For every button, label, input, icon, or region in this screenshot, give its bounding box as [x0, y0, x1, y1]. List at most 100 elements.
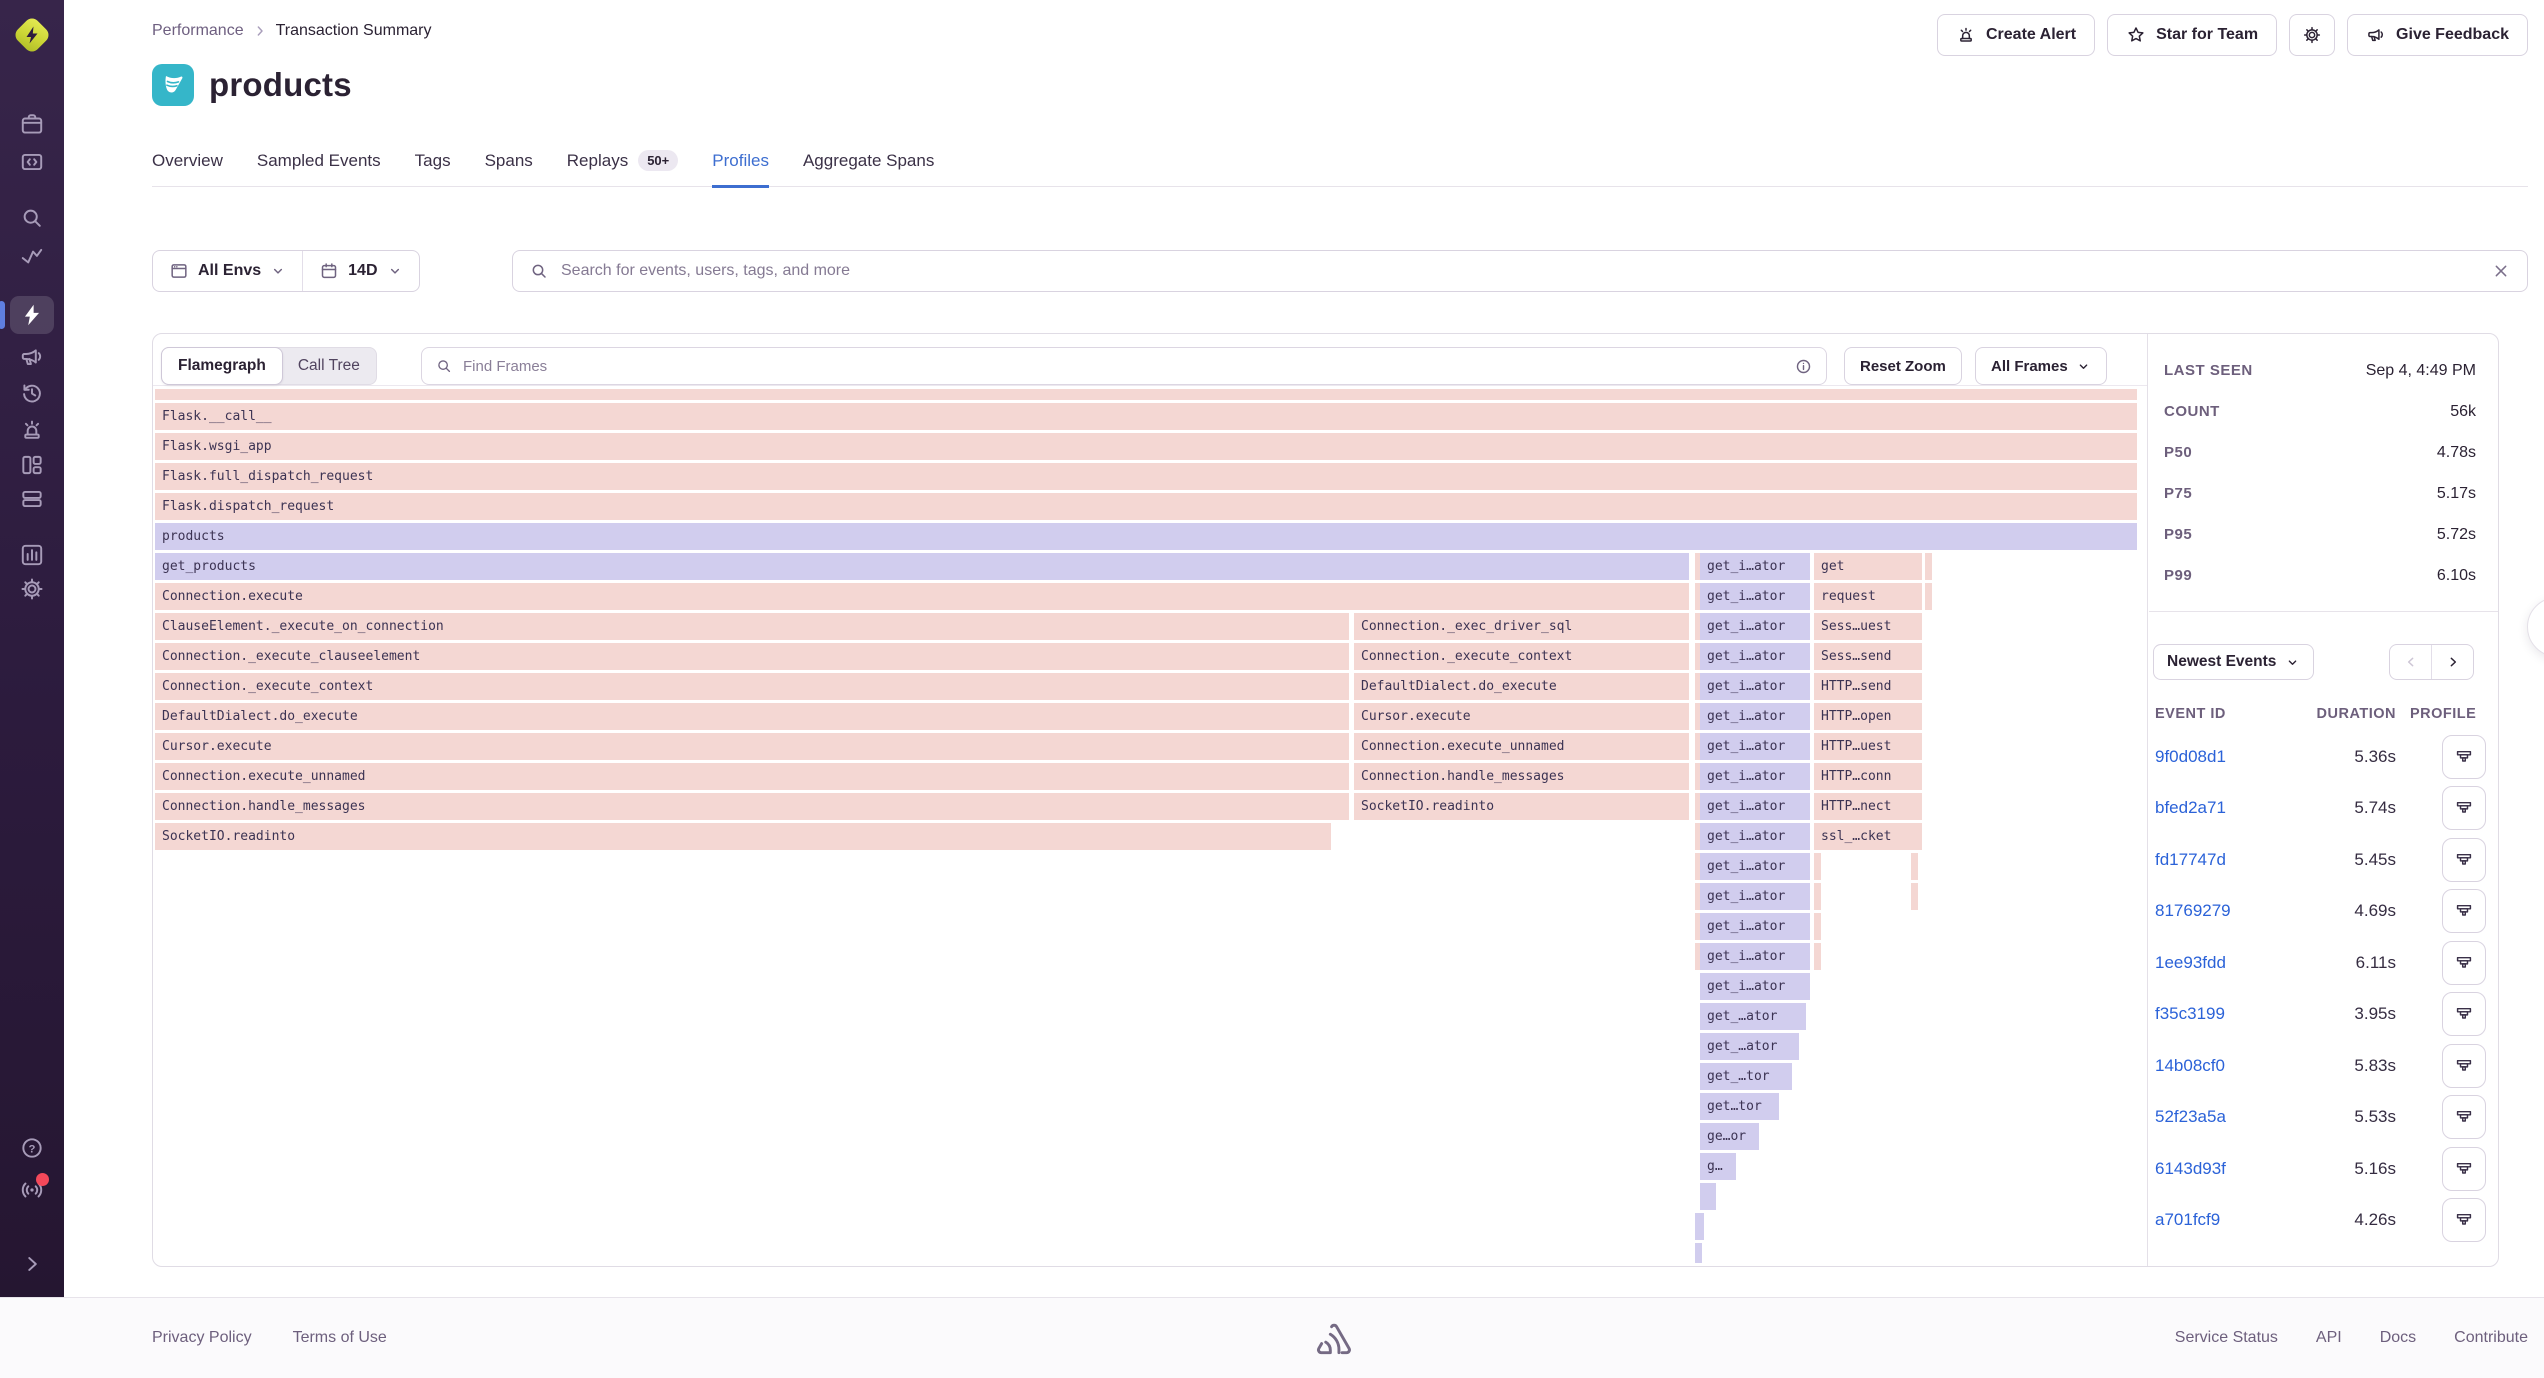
flame-frame[interactable]: [1695, 703, 1702, 730]
flame-frame[interactable]: get_i…ator: [1700, 853, 1810, 880]
flame-frame[interactable]: [1700, 1183, 1716, 1210]
clear-search-icon[interactable]: [2491, 261, 2511, 281]
flame-frame[interactable]: get…tor: [1700, 1093, 1779, 1120]
flame-frame[interactable]: SocketIO.readinto: [155, 823, 1331, 850]
event-id-link[interactable]: 81769279: [2155, 901, 2231, 921]
flame-frame[interactable]: Connection.execute_unnamed: [155, 763, 1349, 790]
event-id-link[interactable]: 6143d93f: [2155, 1158, 2226, 1178]
flame-frame[interactable]: Connection.execute: [155, 583, 1689, 610]
flame-frame[interactable]: DefaultDialect.do_execute: [155, 703, 1349, 730]
flame-frame[interactable]: get_i…ator: [1700, 793, 1810, 820]
view-profile-button[interactable]: [2442, 1198, 2486, 1243]
view-profile-button[interactable]: [2442, 1043, 2486, 1088]
flame-frame[interactable]: ssl_…cket: [1814, 823, 1922, 850]
flame-frame[interactable]: products: [155, 523, 2137, 550]
traces-icon[interactable]: [19, 244, 45, 270]
settings-icon[interactable]: [19, 576, 45, 602]
next-page-button[interactable]: [2432, 645, 2473, 679]
flame-frame[interactable]: get_…ator: [1700, 1033, 1799, 1060]
whats-new-icon[interactable]: [19, 1173, 49, 1203]
previous-page-button[interactable]: [2390, 645, 2431, 679]
flame-frame[interactable]: HTTP…open: [1814, 703, 1922, 730]
event-id-link[interactable]: bfed2a71: [2155, 798, 2226, 818]
flame-frame[interactable]: get_…ator: [1700, 1003, 1806, 1030]
flame-frame[interactable]: [1925, 553, 1932, 580]
view-profile-button[interactable]: [2442, 734, 2486, 779]
view-profile-button[interactable]: [2442, 940, 2486, 985]
find-frames-input[interactable]: [463, 357, 1784, 375]
event-sort-dropdown[interactable]: Newest Events: [2153, 644, 2315, 680]
flame-frame[interactable]: get_i…ator: [1700, 583, 1810, 610]
flame-frame[interactable]: [1695, 553, 1702, 580]
sentry-logo[interactable]: [12, 15, 52, 55]
flame-frame[interactable]: request: [1814, 583, 1922, 610]
projects-icon[interactable]: [19, 149, 45, 175]
frame-filter-dropdown[interactable]: All Frames: [1975, 347, 2107, 385]
view-profile-button[interactable]: [2442, 837, 2486, 882]
flame-frame[interactable]: Connection._execute_clauseelement: [155, 643, 1349, 670]
flame-frame[interactable]: Connection.handle_messages: [1354, 763, 1689, 790]
flame-frame[interactable]: g…: [1700, 1153, 1736, 1180]
view-profile-button[interactable]: [2442, 786, 2486, 831]
flame-frame[interactable]: [1695, 943, 1702, 970]
flame-frame[interactable]: get_products: [155, 553, 1689, 580]
flame-frame[interactable]: get_i…ator: [1700, 553, 1810, 580]
flame-frame[interactable]: [1695, 823, 1702, 850]
flame-frame[interactable]: Sess…uest: [1814, 613, 1922, 640]
tab-spans[interactable]: Spans: [485, 151, 533, 188]
flame-frame[interactable]: get_i…ator: [1700, 763, 1810, 790]
reset-zoom-button[interactable]: Reset Zoom: [1844, 347, 1962, 385]
floating-feedback-button[interactable]: [2527, 597, 2544, 657]
breadcrumb-performance[interactable]: Performance: [152, 22, 244, 39]
call-tree-toggle[interactable]: Call Tree: [297, 357, 360, 374]
flamegraph-toggle[interactable]: Flamegraph: [161, 347, 283, 385]
flame-frame[interactable]: ClauseElement._execute_on_connection: [155, 613, 1349, 640]
flame-frame[interactable]: get_i…ator: [1700, 673, 1810, 700]
event-id-link[interactable]: fd17747d: [2155, 849, 2226, 869]
flame-frame[interactable]: [1695, 673, 1702, 700]
flamegraph-canvas[interactable]: Flask.__call__ Flask.wsgi_app Flask.full_d…: [153, 334, 2147, 1266]
flame-frame[interactable]: Flask.wsgi_app: [155, 433, 2137, 460]
tab-tags[interactable]: Tags: [415, 151, 451, 188]
event-id-link[interactable]: 1ee93fdd: [2155, 952, 2226, 972]
alerts-icon[interactable]: [19, 417, 45, 443]
flame-frame[interactable]: Connection._execute_context: [155, 673, 1349, 700]
flame-frame[interactable]: [1925, 583, 1932, 610]
sidebar-collapse-icon[interactable]: [19, 1251, 45, 1277]
flame-frame[interactable]: [1814, 913, 1821, 940]
create-alert-button[interactable]: Create Alert: [1936, 14, 2096, 56]
flame-frame[interactable]: get_i…ator: [1700, 973, 1810, 1000]
flame-frame[interactable]: get_i…ator: [1700, 643, 1810, 670]
flame-frame[interactable]: [155, 389, 2137, 400]
help-icon[interactable]: ?: [19, 1135, 45, 1161]
flame-frame[interactable]: SocketIO.readinto: [1354, 793, 1689, 820]
flame-frame[interactable]: Connection._exec_driver_sql: [1354, 613, 1689, 640]
event-id-link[interactable]: f35c3199: [2155, 1004, 2225, 1024]
sidebar-item-performance[interactable]: [10, 296, 54, 334]
flame-frame[interactable]: get_i…ator: [1700, 943, 1810, 970]
flame-frame[interactable]: [1695, 583, 1702, 610]
flame-frame[interactable]: [1814, 943, 1821, 970]
dashboards-icon[interactable]: [19, 452, 45, 478]
terms-of-use-link[interactable]: Terms of Use: [292, 1329, 387, 1346]
flame-frame[interactable]: [1911, 853, 1918, 880]
flame-frame[interactable]: HTTP…send: [1814, 673, 1922, 700]
flame-frame[interactable]: [1695, 613, 1702, 640]
flame-frame[interactable]: Sess…send: [1814, 643, 1922, 670]
search-icon[interactable]: [19, 205, 45, 231]
flame-frame[interactable]: get_i…ator: [1700, 733, 1810, 760]
docs-link[interactable]: Docs: [2379, 1329, 2417, 1346]
api-link[interactable]: API: [2315, 1329, 2342, 1346]
view-profile-button[interactable]: [2442, 889, 2486, 934]
search-input[interactable]: [561, 262, 2479, 280]
feedback-icon[interactable]: [19, 344, 45, 370]
flame-frame[interactable]: [1695, 883, 1702, 910]
event-id-link[interactable]: 9f0d08d1: [2155, 746, 2226, 766]
stats-icon[interactable]: [19, 542, 45, 568]
flame-frame[interactable]: [1695, 853, 1702, 880]
tab-aggregate-spans[interactable]: Aggregate Spans: [803, 151, 934, 188]
flame-frame[interactable]: get_i…ator: [1700, 823, 1810, 850]
flame-frame[interactable]: [1911, 883, 1918, 910]
settings-button[interactable]: [2289, 14, 2336, 56]
flame-frame[interactable]: HTTP…uest: [1814, 733, 1922, 760]
